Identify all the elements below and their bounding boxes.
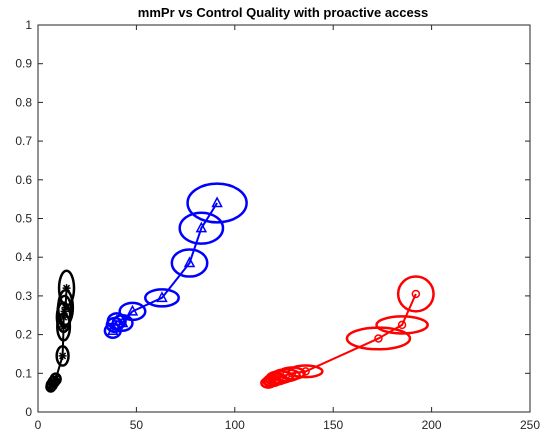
- data-point-asterisk: [59, 313, 68, 322]
- data-point-triangle: [116, 316, 129, 328]
- x-tick-label: 50: [130, 418, 144, 432]
- data-point-circle: [301, 367, 310, 376]
- data-point-triangle: [126, 304, 139, 316]
- y-tick-label: 1: [25, 18, 32, 32]
- data-point-triangle: [107, 324, 119, 335]
- plot-area-box: [37, 24, 531, 413]
- x-tick-label: 0: [35, 418, 42, 432]
- confidence-ellipse: [375, 315, 429, 335]
- y-tick-label: 0.4: [15, 250, 32, 264]
- confidence-ellipse: [118, 301, 147, 322]
- confidence-ellipse: [178, 211, 225, 245]
- y-tick-label: 0.3: [15, 289, 32, 303]
- chart-title: mmPr vs Control Quality with proactive a…: [138, 5, 428, 20]
- data-point-circle: [287, 369, 297, 378]
- data-point-triangle: [156, 291, 168, 303]
- line-layer: [49, 202, 417, 388]
- x-tick-label: 150: [323, 418, 343, 432]
- ellipse-layer: [45, 182, 435, 393]
- data-point-asterisk: [47, 380, 56, 389]
- data-point-triangle: [110, 314, 123, 326]
- confidence-ellipse: [270, 368, 301, 383]
- data-point-asterisk: [51, 375, 60, 384]
- data-point-triangle: [183, 256, 196, 268]
- confidence-ellipse: [186, 182, 248, 224]
- data-point-triangle: [211, 196, 223, 208]
- confidence-ellipse: [144, 288, 180, 308]
- x-tick-label: 200: [422, 418, 442, 432]
- y-tick-label: 0.6: [15, 173, 32, 187]
- y-tick-label: 0.1: [15, 366, 32, 380]
- y-tick-label: 0.2: [15, 328, 32, 342]
- data-point-asterisk: [59, 322, 68, 331]
- y-tick-label: 0.5: [15, 212, 32, 226]
- y-tick-label: 0.7: [15, 134, 32, 148]
- y-tick-label: 0: [25, 405, 32, 419]
- data-point-asterisk: [61, 303, 70, 312]
- data-point-circle: [411, 289, 421, 299]
- data-point-circle: [374, 334, 383, 343]
- data-point-asterisk: [58, 351, 67, 360]
- data-point-asterisk: [62, 284, 71, 293]
- series-line: [111, 202, 218, 332]
- data-point-triangle: [195, 221, 208, 233]
- marker-layer: [46, 196, 421, 391]
- y-tick-label: 0.9: [15, 57, 32, 71]
- confidence-ellipse: [170, 248, 209, 278]
- x-tick-label: 100: [225, 418, 245, 432]
- data-point-asterisk: [60, 307, 69, 316]
- data-point-circle: [397, 320, 407, 330]
- y-tick-label: 0.8: [15, 95, 32, 109]
- confidence-ellipse: [396, 275, 435, 313]
- x-tick-label: 250: [520, 418, 540, 432]
- axes-layer: 0 50 100 150 200 250 0 0.1 0.2 0.3 0.4 0.5 0.6 0.7 0.8…: [15, 18, 540, 432]
